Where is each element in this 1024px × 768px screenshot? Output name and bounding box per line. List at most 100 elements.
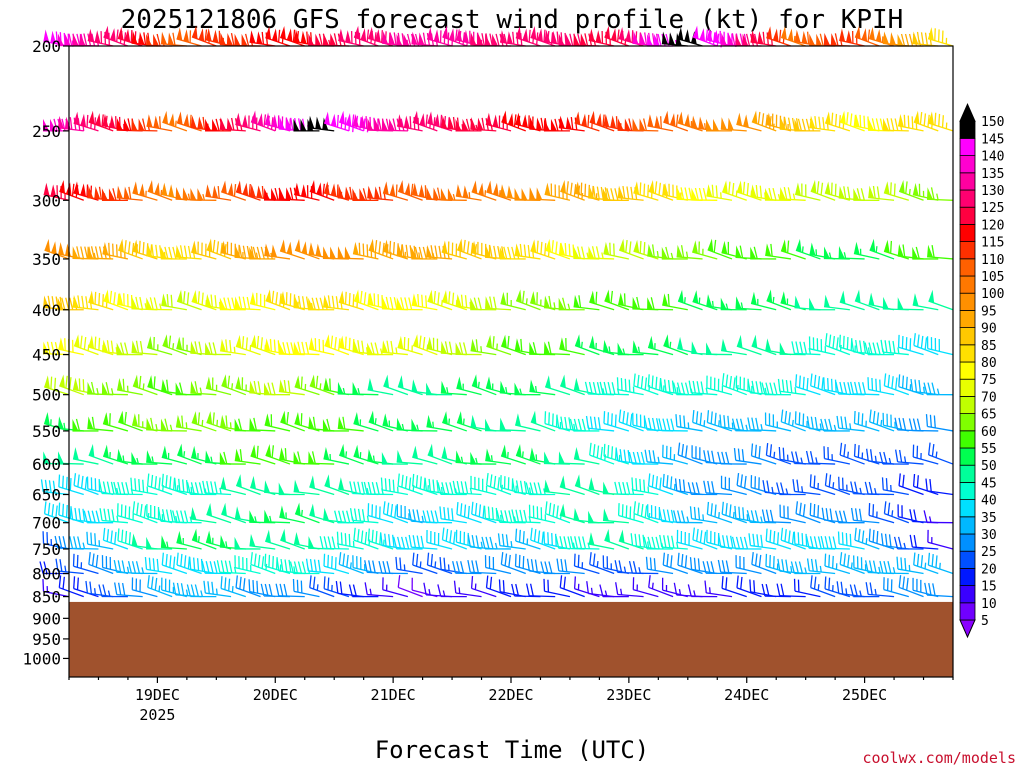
colorbar-label: 15 (981, 580, 997, 595)
wind-barb (706, 410, 733, 432)
wind-barb (691, 445, 718, 465)
plot-frame (68, 45, 954, 678)
wind-barb (219, 297, 246, 311)
wind-barb (632, 340, 659, 356)
wind-barb (353, 25, 379, 47)
wind-barb (543, 451, 570, 465)
wind-barb (514, 382, 541, 396)
wind-barb (102, 412, 129, 432)
wind-barb (411, 418, 438, 432)
wind-barb (72, 295, 99, 311)
wind-barb (560, 374, 585, 396)
wind-barb (849, 584, 880, 598)
wind-barb (234, 448, 261, 465)
y-tick-label: 650 (32, 486, 61, 505)
wind-barb (897, 297, 924, 311)
wind-barb (73, 576, 99, 598)
wind-barb (544, 479, 571, 496)
wind-barb (659, 534, 688, 550)
wind-barb (131, 451, 158, 465)
wind-barb (913, 333, 939, 356)
wind-barb (132, 239, 158, 260)
wind-barb (175, 245, 202, 260)
wind-barb (647, 335, 674, 356)
wind-barb (530, 410, 556, 432)
wind-barb (879, 560, 909, 575)
colorbar-swatch (959, 568, 976, 587)
wind-barb (127, 561, 158, 575)
wind-barb (265, 529, 291, 550)
wind-barb (795, 374, 821, 396)
wind-barb (146, 536, 173, 550)
wind-barb (98, 584, 128, 598)
wind-barb (220, 576, 247, 598)
y-tick-label: 850 (32, 588, 61, 607)
wind-barb (573, 507, 600, 524)
colorbar-swatch (959, 550, 976, 569)
wind-barb (439, 506, 467, 524)
wind-barb (441, 240, 467, 260)
wind-barb (500, 552, 526, 575)
wind-barb (349, 508, 379, 524)
wind-barb (70, 507, 99, 524)
wind-barb (234, 536, 261, 550)
wind-barb (398, 179, 423, 201)
wind-barb (530, 527, 556, 550)
wind-barb (602, 339, 629, 356)
wind-barb (412, 445, 438, 465)
wind-barb (427, 443, 453, 465)
wind-barb (662, 552, 689, 575)
wind-barb (776, 482, 806, 496)
wind-barb (869, 409, 895, 432)
wind-barb (381, 118, 409, 132)
wind-barb (146, 297, 173, 311)
wind-barb (854, 289, 880, 311)
wind-barb (205, 342, 232, 356)
colorbar-swatch (959, 275, 976, 294)
wind-barb (87, 28, 114, 47)
wind-barb (585, 415, 615, 432)
wind-barb (221, 180, 247, 201)
wind-barb (470, 297, 497, 311)
wind-barb (793, 578, 821, 598)
wind-barb (73, 111, 99, 132)
colorbar-swatch (959, 499, 976, 518)
wind-barb (353, 444, 379, 465)
credit-text: coolwx.com/models (862, 749, 1016, 767)
wind-barb (471, 374, 497, 396)
wind-barb (323, 294, 350, 311)
wind-barb (161, 293, 187, 311)
colorbar-label: 25 (981, 545, 997, 560)
wind-barb (481, 536, 512, 550)
wind-barb (692, 409, 718, 432)
wind-barb (766, 289, 792, 311)
wind-barb (559, 475, 585, 496)
wind-barb (864, 481, 895, 496)
wind-barb (761, 509, 791, 524)
wind-barb (677, 27, 703, 47)
wind-barb (380, 477, 408, 496)
wind-barb (190, 381, 217, 396)
colorbar-label: 125 (981, 201, 1004, 216)
wind-barb (589, 335, 615, 356)
wind-barb (146, 473, 173, 496)
wind-barb (824, 111, 851, 132)
wind-barb (924, 582, 954, 598)
wind-barb (293, 479, 320, 496)
wind-barb (146, 243, 173, 260)
wind-barb (573, 576, 600, 598)
wind-barb (676, 244, 703, 260)
wind-barb (810, 179, 836, 201)
wind-barb (615, 582, 644, 598)
wind-barb (456, 501, 482, 524)
wind-barb (234, 245, 261, 260)
wind-barb (396, 417, 423, 432)
wind-barb (497, 533, 526, 550)
y-tick-label: 550 (32, 422, 61, 441)
wind-barb (485, 112, 512, 132)
colorbar-label: 65 (981, 408, 997, 423)
wind-barb (348, 584, 379, 598)
wind-barb (765, 442, 792, 465)
wind-barb (263, 509, 291, 524)
wind-barb (114, 582, 143, 598)
